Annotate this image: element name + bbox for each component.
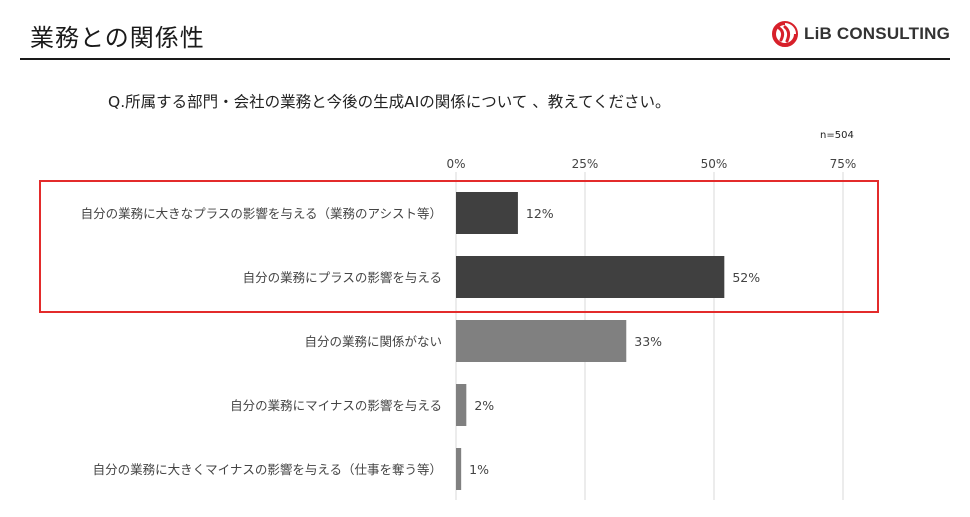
bar xyxy=(456,448,462,490)
x-tick-label: 25% xyxy=(572,157,599,171)
highlight-box xyxy=(39,180,879,313)
x-tick-label: 50% xyxy=(701,157,728,171)
category-label: 自分の業務にプラスの影響を与える xyxy=(243,270,442,285)
x-tick-label: 0% xyxy=(446,157,465,171)
logo-mark-icon xyxy=(772,21,798,47)
survey-question: Q.所属する部門・会社の業務と今後の生成AIの関係について 、教えてください。 xyxy=(108,93,671,111)
page-title: 業務との関係性 xyxy=(30,24,205,52)
bar xyxy=(456,256,725,298)
title-divider xyxy=(20,58,950,60)
bar xyxy=(456,384,467,426)
data-label: 2% xyxy=(474,398,494,413)
category-label: 自分の業務にマイナスの影響を与える xyxy=(230,398,442,413)
logo-text: LiB CONSULTING xyxy=(804,24,951,43)
company-logo: LiB CONSULTING xyxy=(772,20,950,48)
data-label: 52% xyxy=(732,270,760,285)
x-tick-label: 75% xyxy=(830,157,857,171)
data-label: 1% xyxy=(469,462,489,477)
category-label: 自分の業務に大きなプラスの影響を与える（業務のアシスト等） xyxy=(81,206,442,221)
data-label: 12% xyxy=(526,206,554,221)
bar xyxy=(456,320,627,362)
category-label: 自分の業務に関係がない xyxy=(304,334,442,349)
bar xyxy=(456,192,518,234)
data-label: 33% xyxy=(634,334,662,349)
sample-size-label: n=504 xyxy=(820,130,854,141)
category-label: 自分の業務に大きくマイナスの影響を与える（仕事を奪う等） xyxy=(93,462,442,477)
